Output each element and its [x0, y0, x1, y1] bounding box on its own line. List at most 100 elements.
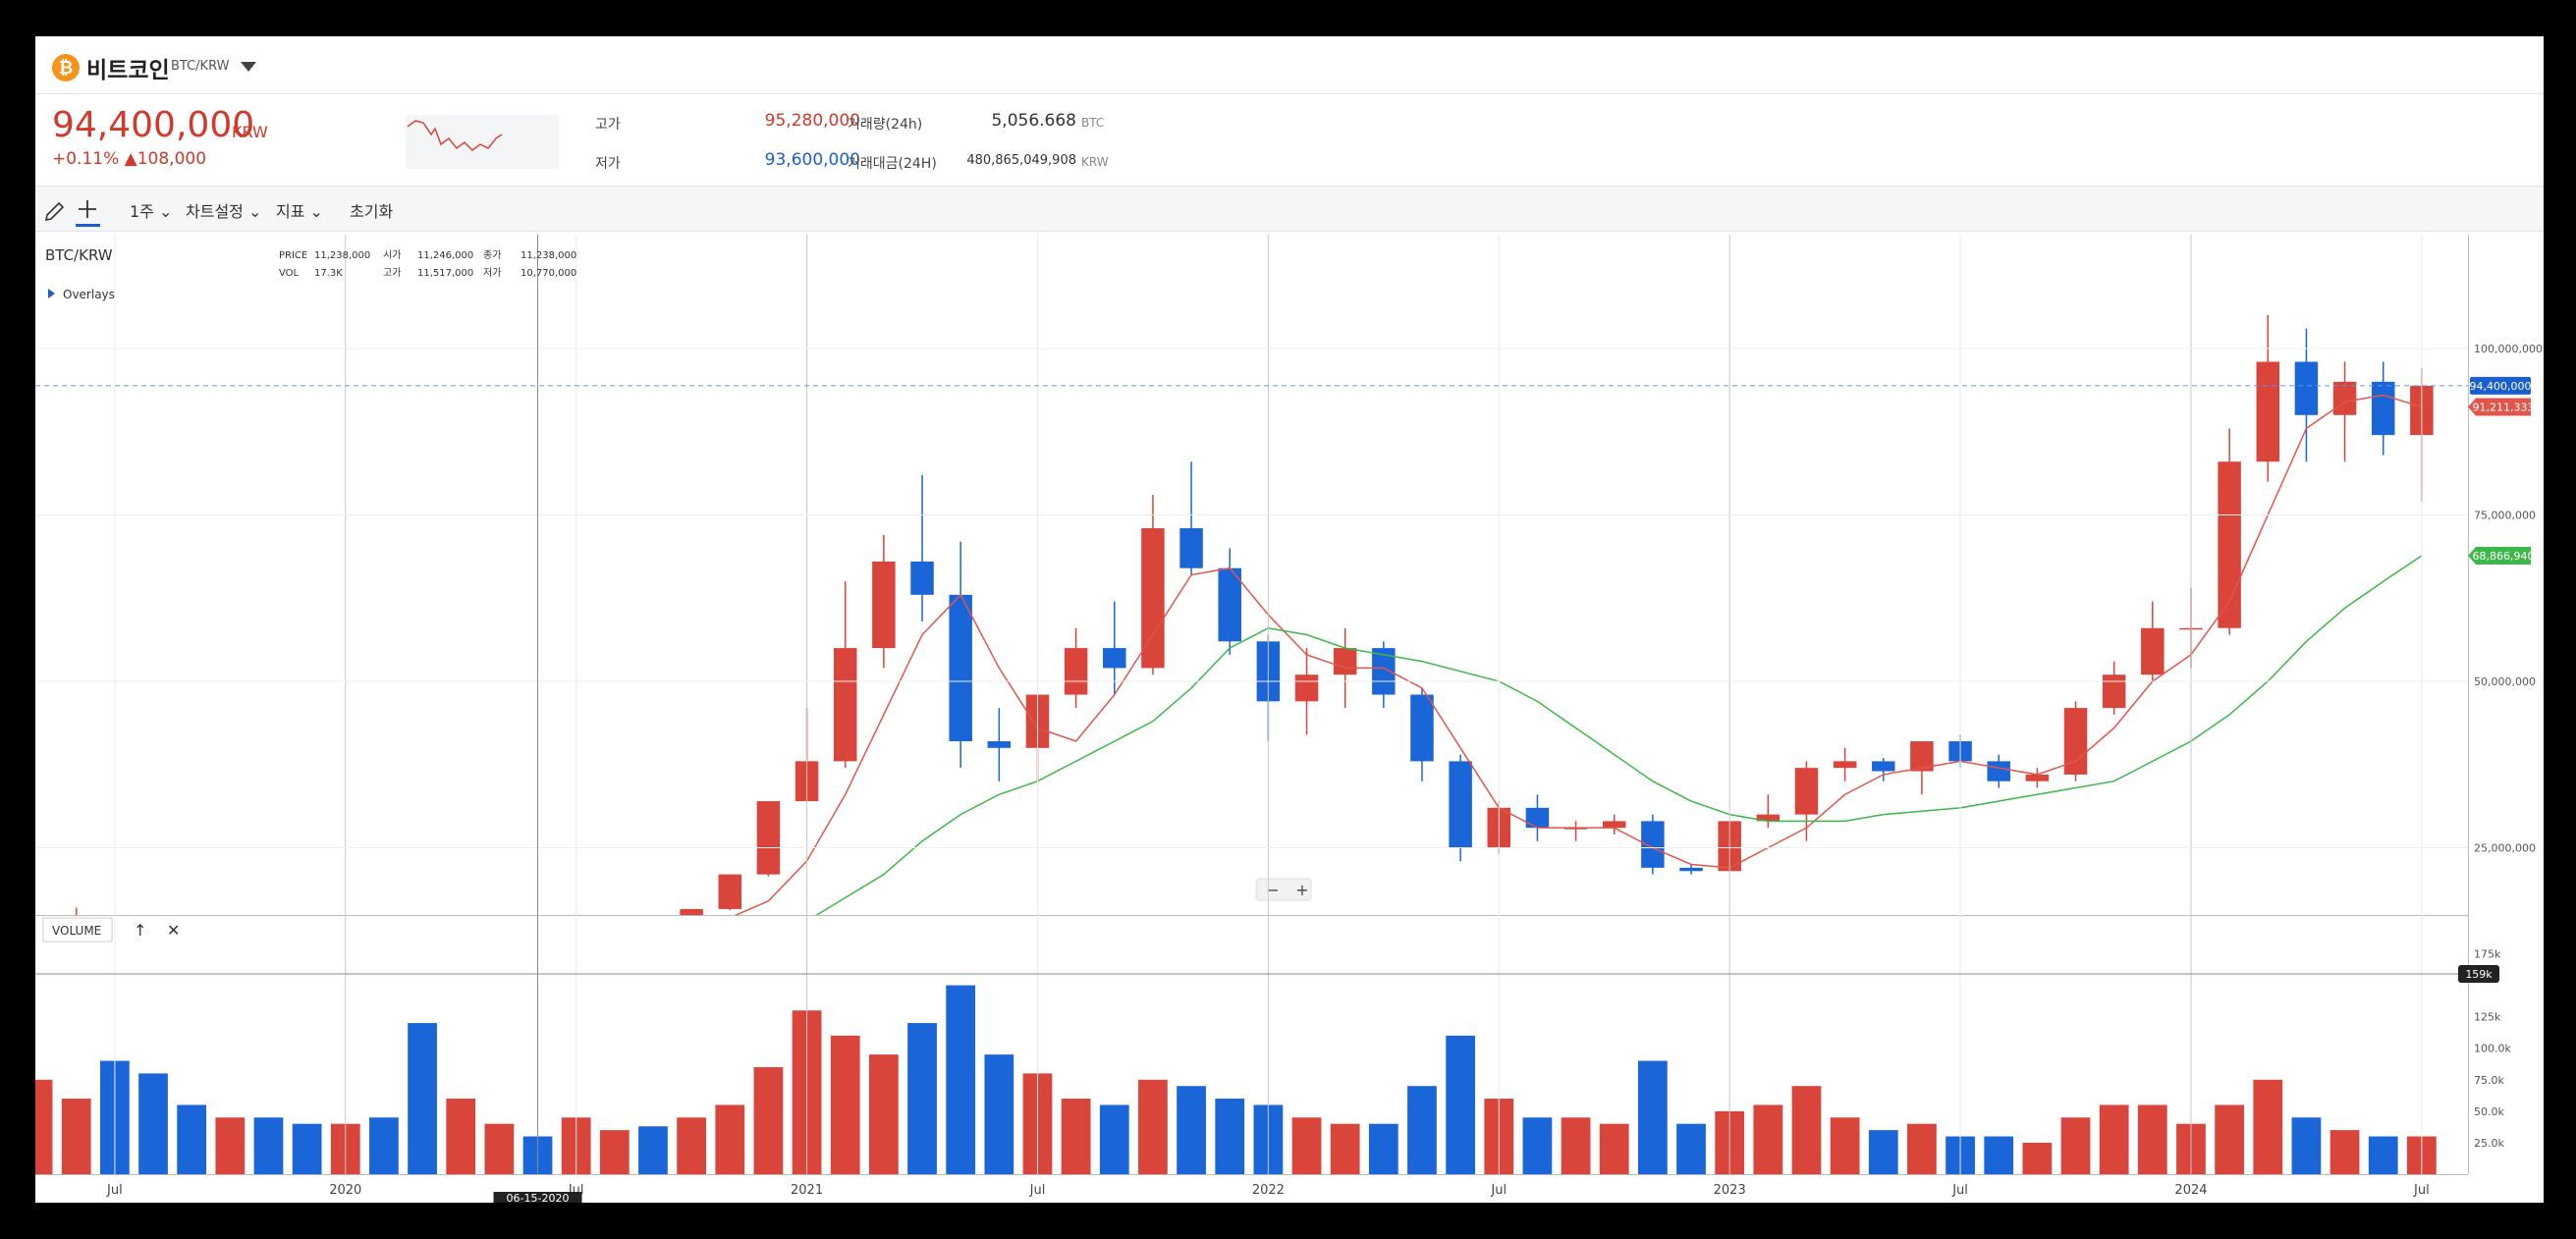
indicators-label[interactable]: 지표 — [276, 202, 305, 221]
candle-body — [257, 943, 280, 955]
candle-body — [1987, 761, 2010, 781]
volume-bar — [1177, 1086, 1206, 1174]
overlays-toggle[interactable] — [48, 289, 55, 298]
ma-end-label: 68,866,940 — [2473, 550, 2535, 563]
candle-body — [1218, 567, 1241, 642]
candle-body — [910, 561, 934, 595]
volume-bar — [1984, 1136, 2014, 1174]
x-tick-label: Jul — [1490, 1183, 1507, 1198]
info-label: 저가 — [483, 267, 501, 279]
current-price: 94,400,000 — [52, 105, 255, 145]
candle-body — [2025, 774, 2050, 781]
volume-tick-label: 125k — [2474, 1011, 2501, 1024]
candle-body — [1179, 528, 1203, 568]
volume-bar — [599, 1130, 630, 1174]
volume-bar — [292, 1123, 322, 1174]
zoom-buttons[interactable] — [1255, 878, 1312, 901]
period-label[interactable]: 1주 — [130, 202, 154, 221]
settings-label[interactable]: 차트설정 — [186, 202, 244, 221]
volume-bar — [753, 1066, 784, 1174]
info-value: 11,238,000 — [521, 250, 576, 261]
volume-bar — [1138, 1079, 1168, 1174]
volume-bar — [1099, 1104, 1129, 1174]
volume-bar — [1791, 1086, 1822, 1174]
last-price-tag — [2470, 376, 2531, 395]
price-unit: KRW — [232, 123, 268, 141]
volume-bar — [1291, 1117, 1322, 1174]
candle-body — [1602, 821, 1626, 829]
volume-tick-label: 75.0k — [2474, 1074, 2504, 1087]
volume-bar — [1407, 1086, 1437, 1174]
candle-body — [180, 939, 202, 949]
volume-bar — [138, 1073, 168, 1174]
volume-title: VOLUME — [52, 924, 101, 938]
candle-body — [1333, 648, 1357, 675]
candle-body — [2332, 381, 2357, 415]
zoom-in[interactable]: + — [1295, 881, 1308, 899]
volume-bar — [1368, 1123, 1398, 1174]
tool-icons[interactable] — [41, 195, 120, 227]
volume-tick-label: 25.0k — [2474, 1137, 2504, 1150]
volume-value: 5,056.668 — [991, 111, 1076, 131]
volume-bar — [369, 1117, 399, 1174]
volume-bar — [1330, 1123, 1360, 1174]
x-tick-label: 2023 — [1714, 1183, 1746, 1198]
x-tick-label: Jul — [2413, 1183, 2430, 1198]
volume-tick-label: 100.0k — [2474, 1043, 2511, 1055]
moving-average — [815, 555, 2423, 915]
move-up-icon[interactable]: ↑ — [134, 921, 146, 940]
volume-bar — [177, 1104, 207, 1174]
candle-body — [1294, 674, 1319, 702]
volume-bar — [2022, 1142, 2053, 1174]
volume-tick-label: 50.0k — [2474, 1105, 2504, 1118]
candle-body — [1833, 761, 1857, 769]
candle-body — [1525, 807, 1550, 829]
close-icon[interactable]: ✕ — [167, 921, 180, 940]
info-value: 11,238,000 — [314, 250, 370, 261]
volume-bar — [2253, 1079, 2283, 1174]
candle-body — [2294, 361, 2319, 415]
indicators-menu[interactable]: 지표 ⌄ — [276, 202, 323, 221]
candle-body — [756, 801, 781, 875]
info-label: 종가 — [483, 249, 501, 261]
x-tick-label: 2024 — [2174, 1183, 2207, 1198]
volume-bar — [2329, 1130, 2360, 1174]
candle-body — [1756, 814, 1781, 822]
reset-button[interactable]: 초기화 — [350, 202, 394, 221]
app-window: ₿ 비트코인 BTC/KRW 94,400,000 KRW +0.11% ▲10… — [35, 36, 2544, 1203]
crosshair-date-tag — [493, 1192, 582, 1203]
crosshair-date-label: 06-15-2020 — [507, 1192, 570, 1205]
volume-bar — [408, 1023, 437, 1174]
candle-body — [1872, 761, 1895, 772]
volume-bar — [1753, 1104, 1783, 1174]
candle-body — [1372, 648, 1396, 695]
volume-bar — [1907, 1123, 1937, 1174]
candle-body — [27, 947, 49, 972]
toolbar — [35, 186, 2544, 232]
zoom-out[interactable]: − — [1266, 881, 1279, 899]
pair-dropdown[interactable] — [240, 61, 257, 73]
volume-bar — [2060, 1117, 2091, 1174]
volume-bar — [484, 1123, 515, 1174]
volume-bar — [1561, 1117, 1591, 1174]
candle-body — [411, 944, 433, 961]
settings-menu[interactable]: 차트설정 ⌄ — [186, 202, 262, 221]
period-select[interactable]: 1주 ⌄ — [130, 202, 173, 221]
candle-body — [2371, 381, 2395, 436]
divider — [35, 93, 2544, 94]
overlays-label[interactable]: Overlays — [63, 288, 115, 301]
y-tick-label: 75,000,000 — [2474, 509, 2536, 521]
volume-bar — [2291, 1117, 2322, 1174]
candle-body — [1064, 648, 1088, 695]
candle-body — [2218, 461, 2241, 628]
candle-body — [488, 939, 511, 944]
volume-bar — [2137, 1104, 2167, 1174]
volume-bar — [215, 1117, 246, 1174]
coin-name: 비트코인 — [86, 58, 170, 83]
symbol-label: BTC/KRW — [45, 246, 113, 264]
volume-bar — [984, 1054, 1014, 1174]
candle-body — [1794, 768, 1819, 815]
ma-end-tag — [2468, 398, 2531, 416]
volume-bar — [2368, 1136, 2398, 1174]
